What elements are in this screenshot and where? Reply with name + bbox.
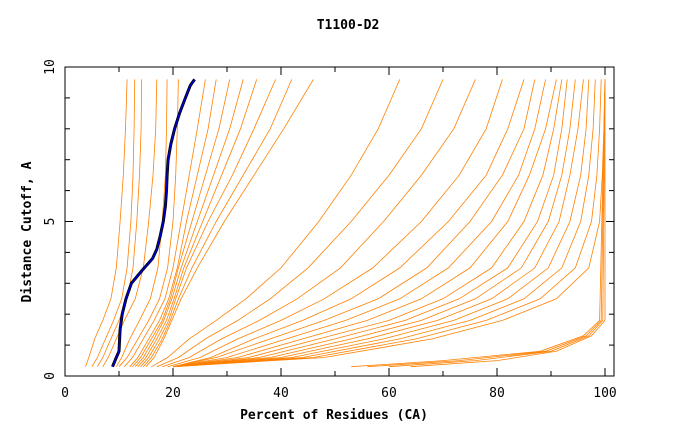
model-line-15	[151, 79, 401, 368]
model-line-20	[172, 79, 536, 368]
model-line-19	[172, 79, 525, 368]
axis-layer: 0 20 40 60 80 100 0 5 10	[43, 59, 617, 401]
model-line-17	[162, 79, 476, 368]
y-axis-title: Distance Cutoff, A	[20, 161, 35, 302]
x-tick-label: 80	[489, 386, 505, 401]
model-line-25	[172, 79, 576, 368]
model-line-30	[172, 79, 606, 368]
series-layer	[85, 78, 606, 368]
model-line-34	[410, 79, 606, 368]
model-line-9	[132, 79, 231, 367]
plot-frame	[64, 66, 615, 377]
model-line-33	[388, 79, 606, 368]
model-line-21	[172, 79, 546, 368]
model-line-10	[134, 79, 244, 367]
model-line-31	[351, 79, 606, 368]
model-line-22	[172, 79, 557, 368]
y-tick-label: 5	[43, 218, 58, 226]
x-tick-label: 40	[273, 386, 289, 401]
highlight-line-outline	[111, 78, 196, 368]
model-line-5	[115, 79, 168, 367]
model-line-4	[102, 79, 158, 367]
model-line-1	[85, 79, 128, 367]
model-line-26	[172, 79, 584, 368]
model-line-27	[172, 79, 590, 368]
model-line-2	[91, 79, 136, 367]
model-line-6	[118, 79, 179, 367]
x-tick-label: 100	[593, 386, 616, 401]
highlight-line	[111, 78, 196, 367]
model-line-12	[140, 79, 276, 367]
y-tick-label: 10	[43, 59, 58, 75]
model-line-8	[129, 79, 217, 367]
model-line-32	[367, 79, 606, 368]
x-tick-label: 60	[381, 386, 397, 401]
model-line-18	[167, 79, 503, 368]
chart-title: T1100-D2	[317, 18, 380, 33]
model-line-14	[145, 79, 314, 367]
model-line-11	[137, 79, 258, 367]
model-line-13	[142, 79, 293, 367]
y-tick-label: 0	[43, 372, 58, 380]
x-axis-title: Percent of Residues (CA)	[240, 408, 428, 423]
model-line-23	[172, 79, 563, 368]
model-line-28	[172, 79, 596, 368]
x-tick-label: 0	[61, 386, 69, 401]
x-tick-label: 20	[165, 386, 181, 401]
model-line-29	[172, 79, 602, 368]
model-line-7	[124, 79, 206, 367]
model-line-24	[172, 79, 568, 368]
model-line-16	[156, 79, 444, 368]
